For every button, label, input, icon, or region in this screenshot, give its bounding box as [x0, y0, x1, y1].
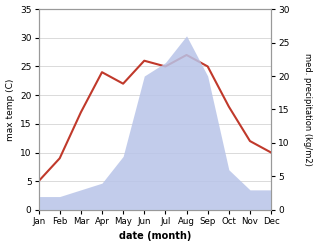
Y-axis label: med. precipitation (kg/m2): med. precipitation (kg/m2) — [303, 53, 313, 166]
Y-axis label: max temp (C): max temp (C) — [5, 78, 15, 141]
X-axis label: date (month): date (month) — [119, 231, 191, 242]
